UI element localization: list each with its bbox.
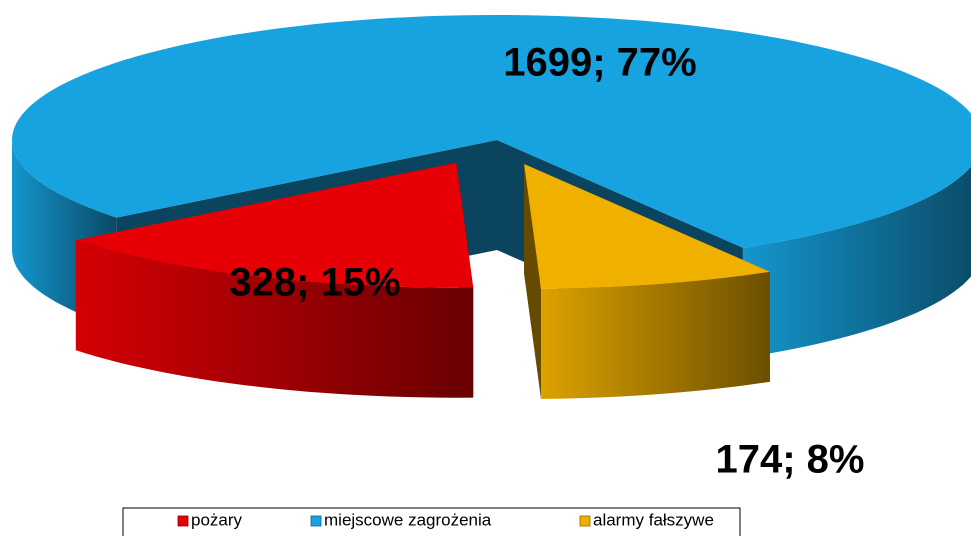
pie — [12, 15, 971, 399]
legend-swatch — [177, 515, 189, 527]
legend-label: miejscowe zagrożenia — [324, 510, 492, 529]
slice-top — [75, 162, 474, 288]
legend: pożary miejscowe zagrożenia alarmy fałszyw… — [177, 510, 714, 529]
legend-swatch — [579, 515, 591, 527]
legend-label: alarmy fałszywe — [593, 510, 714, 529]
data-label: 174; 8% — [716, 438, 865, 482]
slice-wall — [75, 240, 474, 398]
data-label: 328; 15% — [229, 261, 400, 305]
slice-wall — [541, 271, 770, 399]
slice-top — [12, 15, 971, 248]
legend-box — [122, 507, 741, 536]
slice-top — [524, 164, 770, 289]
slice-face — [524, 164, 541, 399]
slice-wall — [742, 166, 971, 358]
legend-swatch — [310, 515, 322, 527]
data-label: 1699; 77% — [503, 41, 696, 85]
data-labels: 328; 15% 1699; 77% 174; 8% — [229, 41, 864, 482]
legend-label: pożary — [191, 510, 243, 529]
